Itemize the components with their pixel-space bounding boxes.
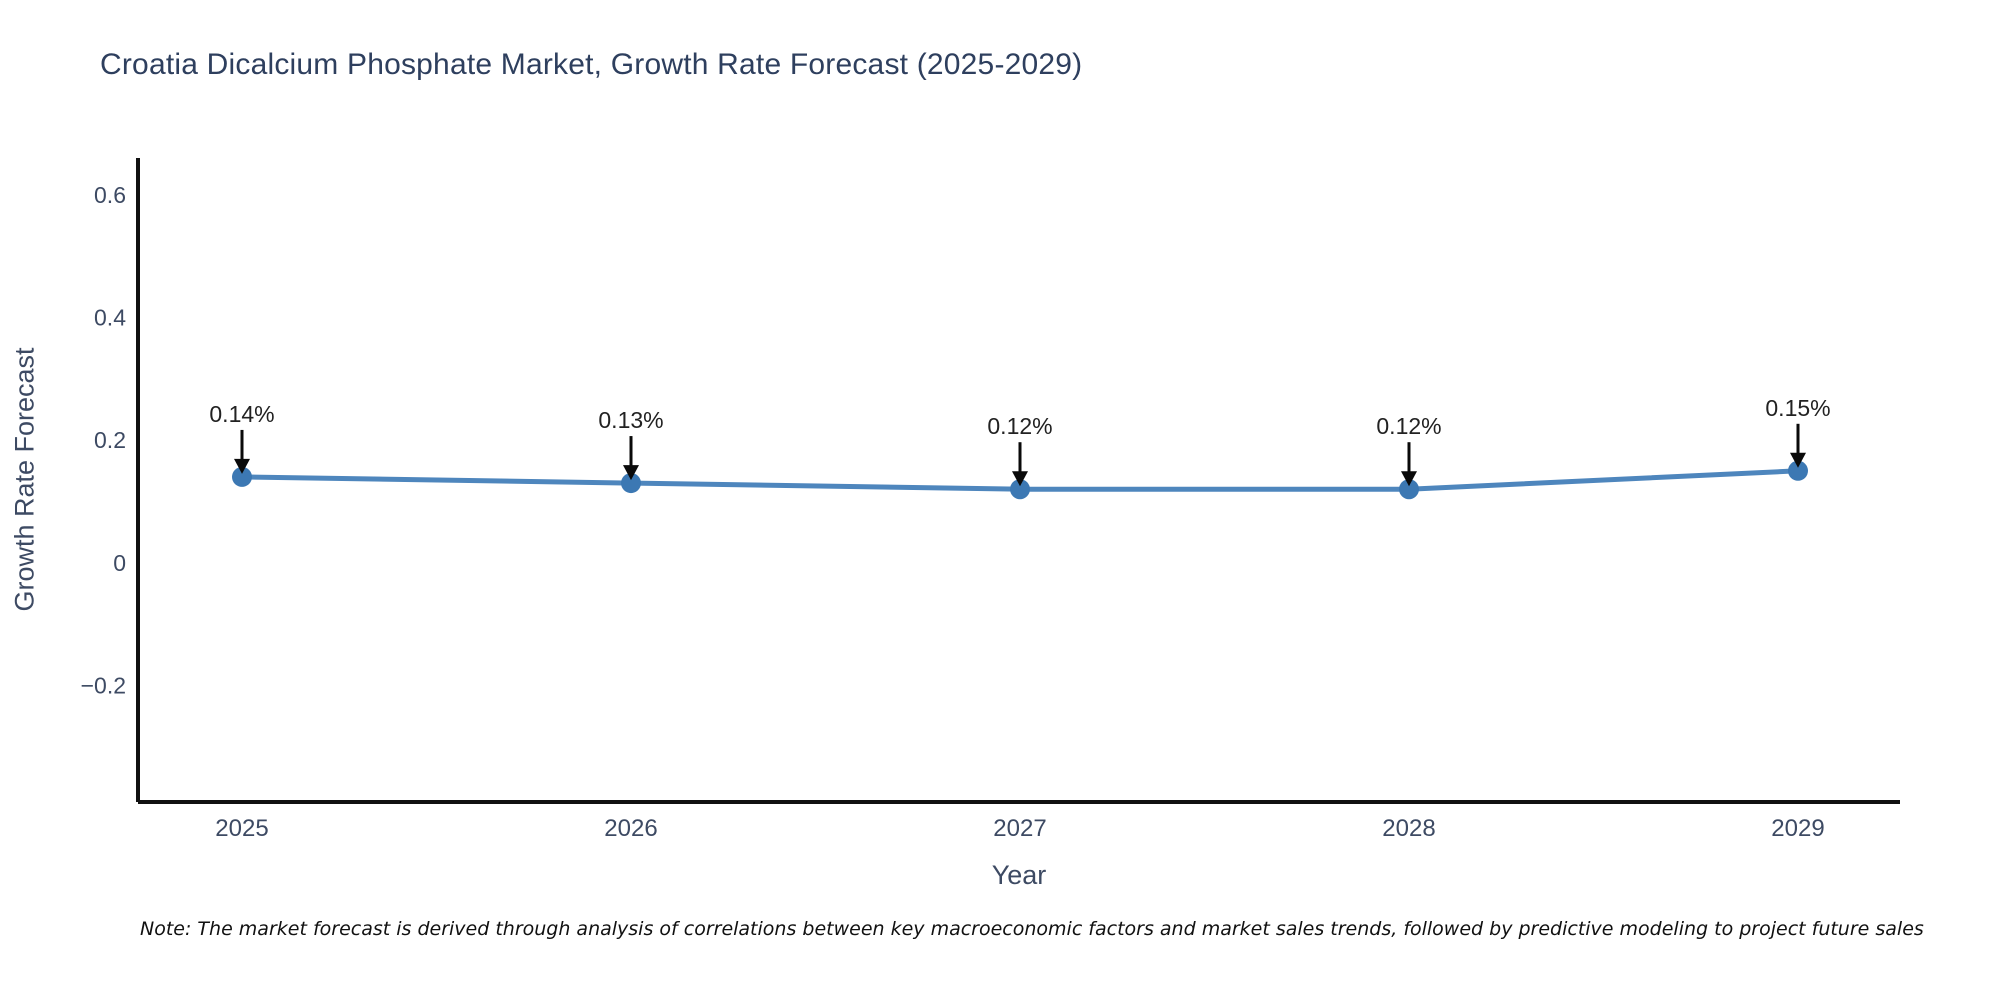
x-tick-label: 2027 <box>993 815 1046 842</box>
data-point-label: 0.12% <box>987 413 1052 439</box>
annotation-arrow-head <box>623 465 639 481</box>
data-point-marker <box>1010 479 1030 500</box>
y-tick-label: 0.4 <box>94 304 126 330</box>
data-point-marker <box>1399 479 1419 500</box>
y-tick-label: −0.2 <box>81 672 126 698</box>
data-point-label: 0.15% <box>1765 395 1830 421</box>
data-point-marker <box>232 466 252 487</box>
x-tick-label: 2025 <box>215 815 268 842</box>
data-point-label: 0.12% <box>1376 413 1441 439</box>
data-point-marker <box>1788 460 1808 481</box>
y-tick-label: 0.6 <box>94 182 126 208</box>
data-point-label: 0.14% <box>209 401 274 427</box>
data-point-label: 0.13% <box>598 407 663 433</box>
annotation-arrow-head <box>1012 471 1028 487</box>
footnote: Note: The market forecast is derived thr… <box>140 918 1924 940</box>
chart-title: Croatia Dicalcium Phosphate Market, Grow… <box>100 48 1083 81</box>
annotation-arrow-head <box>1790 452 1806 468</box>
y-axis-title: Growth Rate Forecast <box>9 347 40 612</box>
x-axis-title: Year <box>991 860 1047 890</box>
x-tick-label: 2029 <box>1771 815 1824 842</box>
x-tick-label: 2028 <box>1382 815 1435 842</box>
y-tick-label: 0 <box>113 550 126 576</box>
x-tick-label: 2026 <box>604 815 657 842</box>
annotation-arrow-head <box>1401 471 1417 487</box>
y-tick-label: 0.2 <box>94 427 126 453</box>
annotation-arrow-head <box>234 458 250 474</box>
data-point-marker <box>621 473 641 494</box>
